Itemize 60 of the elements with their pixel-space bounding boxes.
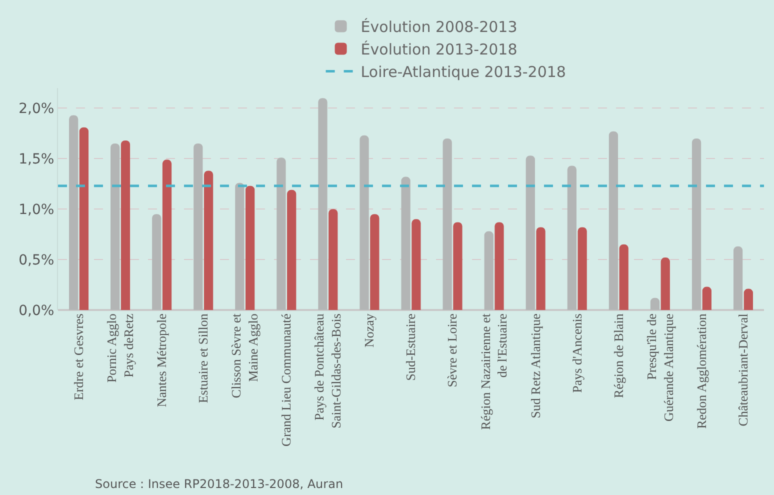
- legend-label: Loire-Atlantique 2013-2018: [360, 63, 566, 82]
- legend-label: Évolution 2013-2018: [360, 40, 518, 59]
- x-tick-label: Presqu'île de Guérande Atlantique: [644, 313, 676, 422]
- x-tick-label: Redon Agglomération: [694, 313, 709, 429]
- bar: [162, 160, 172, 310]
- x-tick-label: Erdre et Gesvres: [70, 314, 86, 400]
- bar: [453, 222, 462, 310]
- bar: [702, 286, 712, 310]
- bar: [650, 298, 660, 310]
- bar: [318, 98, 328, 310]
- bar: [412, 219, 421, 310]
- y-tick-label: 0,5%: [18, 252, 54, 268]
- bar: [79, 127, 89, 310]
- bar: [194, 144, 203, 310]
- bar: [608, 131, 618, 310]
- x-tick-label: Nozay: [362, 313, 377, 348]
- bar: [120, 140, 130, 310]
- x-tick-label: Région de Blain: [610, 313, 626, 398]
- bar: [526, 156, 535, 310]
- bar: [110, 144, 120, 310]
- bar: [744, 288, 753, 310]
- bar: [360, 135, 369, 310]
- bar: [370, 214, 380, 310]
- x-tick-label: Région Nazairienne et de l'Estuaire: [478, 313, 510, 430]
- y-tick-label: 0,0%: [18, 302, 54, 319]
- bar: [401, 176, 410, 310]
- bar: [660, 258, 670, 310]
- x-tick-label: Estuaire et Sillon: [196, 313, 211, 404]
- bar: [692, 138, 702, 310]
- source-note: Source : Insee RP2018-2013-2008, Auran: [95, 477, 344, 491]
- bar: [69, 115, 78, 310]
- bar: [152, 214, 162, 310]
- bar: [246, 186, 255, 310]
- bar: [276, 158, 286, 310]
- bar: [578, 227, 587, 310]
- bar: [536, 227, 546, 310]
- y-tick-label: 2,0%: [18, 101, 54, 118]
- bar: [204, 170, 214, 310]
- bar: [733, 246, 743, 310]
- bar: [567, 166, 576, 310]
- bar: [442, 138, 452, 310]
- x-tick-label: Sèvre et Loire: [444, 313, 460, 388]
- bar: [287, 190, 296, 310]
- x-tick-label: Clisson Sèvre et Maine Agglo: [228, 313, 261, 398]
- bar: [494, 222, 504, 310]
- bar: [484, 231, 494, 310]
- x-tick-label: Nantes Métropole: [154, 313, 170, 408]
- bar: [619, 244, 628, 310]
- x-tick-label: Sud Retz Atlantique: [528, 313, 543, 418]
- y-tick-label: 1,0%: [18, 202, 54, 218]
- bar: [328, 209, 338, 310]
- x-tick-label: Pornic Agglo Pays deRetz: [104, 313, 136, 383]
- legend-label: Évolution 2008-2013: [360, 18, 518, 36]
- x-tick-label: Grand Lieu Communauté: [278, 313, 294, 446]
- bar: [235, 182, 244, 310]
- x-tick-label: Châteaubriant-Derval: [735, 313, 750, 426]
- x-tick-label: Pays d'Ancenis: [569, 314, 584, 393]
- x-tick-label: Pays de Pontchâteau Saint-Gildas-des-Bois: [312, 313, 344, 428]
- x-tick-label: Sud-Estuaire: [403, 313, 418, 381]
- y-tick-label: 1,5%: [18, 152, 54, 168]
